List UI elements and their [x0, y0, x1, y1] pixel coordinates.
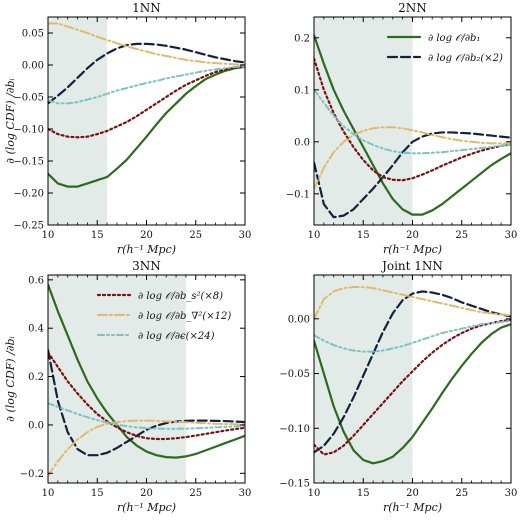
panel-title: 3NN	[132, 259, 161, 273]
panel-3: 10 15 20 25 30 0.6 0.4 0.2 0.0 −0.2 3NN r(h⁻¹ Mpc) ∂…	[4, 259, 251, 514]
x-tick-label: 30	[239, 488, 252, 499]
x-tick-label: 20	[406, 230, 419, 241]
x-tick-label: 15	[357, 488, 370, 499]
y-tick-label: 0.0	[28, 420, 44, 431]
series-group	[48, 22, 245, 188]
y-tick-label: 0.00	[288, 314, 310, 325]
y-tick-label: −0.05	[279, 369, 310, 380]
x-tick-label: 30	[505, 488, 518, 499]
series-line-bs2	[314, 318, 511, 456]
panel-title: 2NN	[398, 1, 427, 15]
x-axis-label: r(h⁻¹ Mpc)	[383, 501, 442, 514]
panel-title: 1NN	[132, 1, 161, 15]
x-tick-label: 25	[455, 488, 468, 499]
panel-4: 10 15 20 25 30 0.00 −0.05 −0.10 −0.15 Joint 1NN r(…	[279, 259, 517, 514]
y-tick-label: −0.25	[13, 221, 44, 232]
panel-1: 10 15 20 25 30 0.05 0.00 −0.05 −0.10 −0.15 −0.20 −0…	[4, 1, 251, 256]
series-line-bs2	[48, 351, 245, 441]
y-tick-label: 0.0	[294, 137, 310, 148]
legend-label-b2: ∂ log 𝒪/∂b₂(×2)	[428, 53, 503, 64]
y-tick-label: −0.1	[286, 189, 310, 200]
x-tick-label: 25	[455, 230, 468, 241]
x-tick-label: 20	[140, 488, 153, 499]
series-line-bs2	[314, 57, 511, 182]
y-tick-label: −0.05	[13, 93, 44, 104]
legend-label-bnabla2: ∂ log 𝒪/∂b_∇²(×12)	[138, 311, 231, 322]
shaded-region	[314, 275, 413, 483]
panel-title: Joint 1NN	[380, 259, 443, 273]
series-line-b2	[314, 290, 511, 454]
series-line-b1	[314, 323, 511, 465]
legend-3nn: ∂ log 𝒪/∂b_s²(×8) ∂ log 𝒪/∂b_∇²(×12) ∂ log…	[96, 291, 231, 342]
x-axis-label: r(h⁻¹ Mpc)	[117, 243, 176, 256]
y-tick-label: 0.2	[294, 33, 310, 44]
x-tick-label: 30	[239, 230, 252, 241]
series-line-b2	[48, 42, 245, 105]
y-axis-label: ∂ (log CDF) /∂bᵢ	[4, 78, 17, 163]
y-tick-label: −0.10	[13, 125, 44, 136]
legend-label-b1: ∂ log 𝒪/∂b₁	[428, 33, 480, 44]
y-tick-label: 0.2	[28, 372, 44, 383]
series-line-bnabla2	[314, 126, 511, 190]
x-tick-label: 30	[505, 230, 518, 241]
x-tick-label: 25	[189, 230, 202, 241]
shaded-region	[48, 17, 108, 225]
series-line-eps	[48, 402, 245, 430]
series-line-eps	[48, 65, 245, 105]
x-tick-label: 10	[42, 230, 55, 241]
y-axis-label: ∂ (log CDF) /∂bᵢ	[4, 336, 17, 421]
series-line-bnabla2	[314, 286, 511, 320]
series-line-b1	[48, 65, 245, 188]
y-tick-label: −0.20	[13, 189, 44, 200]
series-line-bnabla2	[48, 419, 245, 477]
x-axis-label: r(h⁻¹ Mpc)	[383, 243, 442, 256]
shaded-region	[48, 275, 186, 483]
series-line-eps	[314, 319, 511, 353]
x-tick-label: 20	[406, 488, 419, 499]
x-tick-label: 10	[308, 230, 321, 241]
series-group	[314, 286, 511, 465]
y-tick-label: 0.4	[28, 324, 44, 335]
y-tick-label: 0.00	[22, 61, 44, 72]
y-tick-label: −0.10	[279, 424, 310, 435]
panel-2: 10 15 20 25 30 0.2 0.1 0.0 −0.1 2NN r(h⁻¹ Mpc)	[286, 1, 518, 256]
x-tick-label: 10	[42, 488, 55, 499]
y-tick-label: −0.15	[279, 479, 310, 490]
x-tick-label: 25	[189, 488, 202, 499]
legend-2nn: ∂ log 𝒪/∂b₁ ∂ log 𝒪/∂b₂(×2)	[386, 33, 503, 64]
shaded-region	[314, 17, 413, 225]
x-tick-label: 10	[308, 488, 321, 499]
series-group	[314, 34, 511, 219]
series-line-b1	[48, 283, 245, 459]
x-tick-label: 20	[140, 230, 153, 241]
y-tick-label: 0.05	[22, 29, 44, 40]
x-axis-label: r(h⁻¹ Mpc)	[117, 501, 176, 514]
series-line-bnabla2	[48, 22, 245, 66]
series-line-b2	[314, 131, 511, 219]
series-line-eps	[314, 88, 511, 155]
legend-label-bs2: ∂ log 𝒪/∂b_s²(×8)	[138, 291, 223, 302]
series-line-b2	[48, 348, 245, 457]
y-tick-label: −0.2	[20, 469, 44, 480]
legend-label-eps: ∂ log 𝒪/∂ϵ(×24)	[138, 331, 215, 342]
y-tick-label: −0.15	[13, 157, 44, 168]
series-line-b1	[314, 34, 511, 216]
series-group	[48, 283, 245, 477]
x-tick-label: 15	[91, 488, 104, 499]
y-tick-label: 0.1	[294, 85, 310, 96]
y-tick-label: 0.6	[28, 275, 44, 286]
series-line-bs2	[48, 65, 245, 139]
x-tick-label: 15	[91, 230, 104, 241]
x-tick-label: 15	[357, 230, 370, 241]
